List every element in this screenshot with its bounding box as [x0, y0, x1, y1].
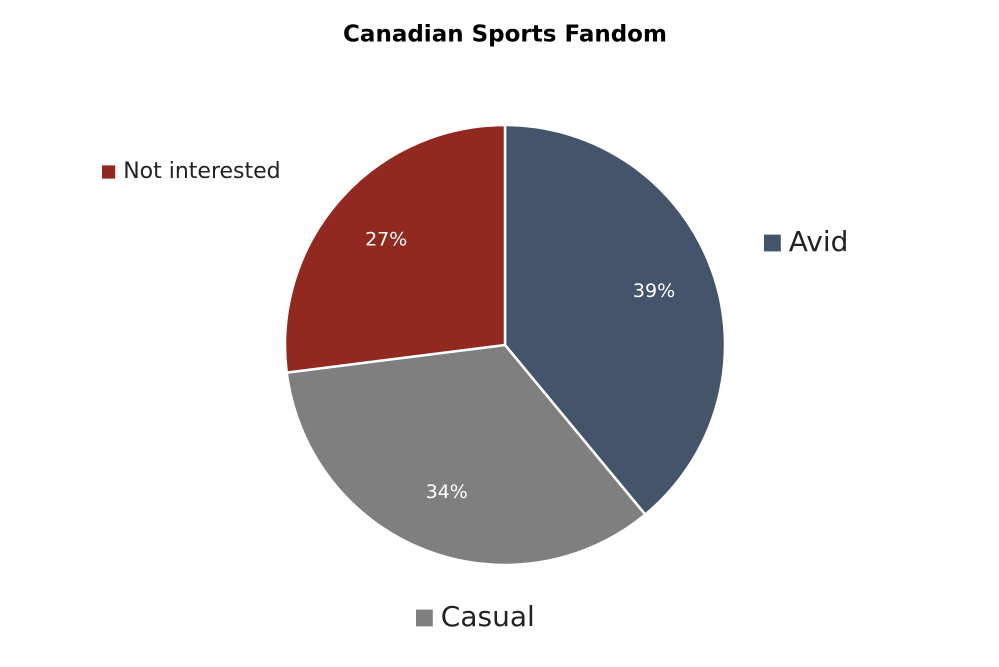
legend-marker — [102, 165, 116, 179]
data-label: 39% — [633, 280, 675, 302]
pie-slice — [283, 123, 507, 374]
legend-label: Casual — [441, 600, 535, 633]
data-label: 27% — [365, 229, 407, 251]
legend-label: Not interested — [123, 159, 280, 184]
legend-label: Avid — [789, 225, 849, 258]
chart-title: Canadian Sports Fandom — [343, 22, 667, 48]
pie-slice — [503, 123, 727, 517]
pie-slice — [285, 343, 647, 567]
data-label: 34% — [426, 481, 468, 503]
legend-marker — [416, 609, 433, 627]
legend-marker — [764, 234, 781, 252]
